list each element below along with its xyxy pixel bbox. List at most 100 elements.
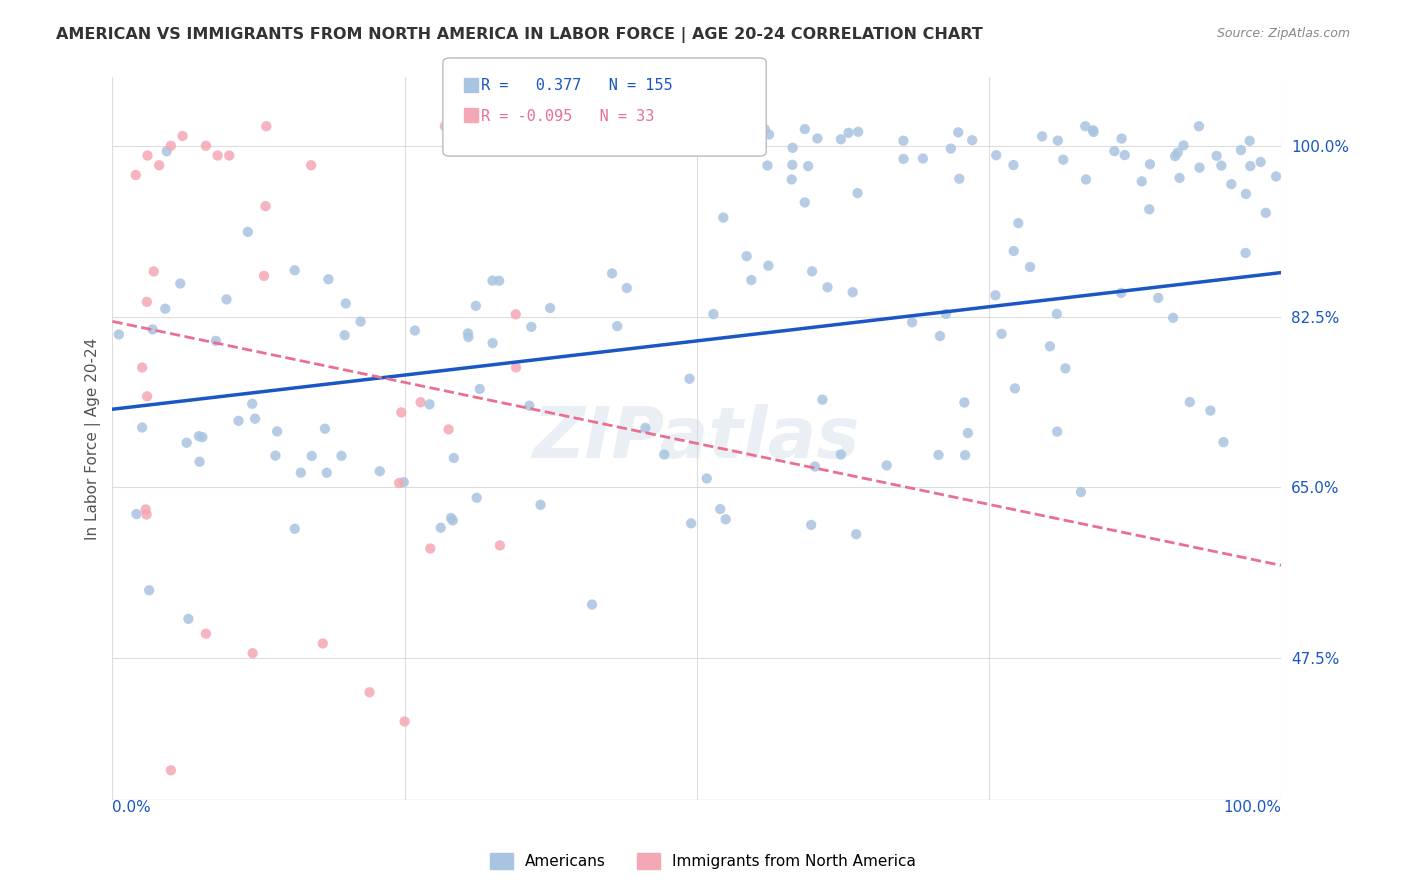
Point (953, 448, 976, 462)
Point (205, 334, 228, 348)
Point (1173, 138, 1195, 153)
Point (797, 159, 820, 173)
Point (740, 273, 762, 287)
Point (1230, 143, 1253, 157)
Point (464, 299, 486, 313)
Point (142, 322, 165, 336)
Point (349, 314, 371, 328)
Point (1139, 157, 1161, 171)
Point (481, 336, 503, 351)
Text: 100.0%: 100.0% (1223, 799, 1281, 814)
Point (1019, 260, 1042, 274)
Point (290, 466, 312, 480)
Point (135, 294, 157, 309)
Point (318, 272, 340, 286)
Point (335, 296, 357, 310)
Point (1164, 149, 1187, 163)
Point (1161, 310, 1184, 325)
Point (419, 397, 441, 411)
Point (440, 511, 463, 525)
Point (368, 464, 391, 478)
Point (392, 475, 415, 490)
Point (1234, 186, 1257, 201)
Point (1188, 120, 1211, 134)
Point (155, 301, 177, 316)
Point (1081, 123, 1104, 137)
Point (754, 122, 776, 136)
Point (948, 125, 970, 139)
Point (756, 259, 779, 273)
Point (1199, 403, 1222, 417)
Point (817, 280, 839, 294)
Point (253, 268, 276, 283)
Point (301, 449, 323, 463)
Point (538, 301, 561, 315)
Point (468, 382, 491, 396)
Point (389, 405, 412, 419)
Point (520, 319, 543, 334)
Point (1130, 174, 1153, 188)
Point (194, 626, 217, 640)
Point (1211, 159, 1233, 173)
Point (782, 141, 804, 155)
Point (125, 507, 148, 521)
Point (1178, 395, 1201, 409)
Point (394, 714, 416, 729)
Point (419, 541, 441, 556)
Point (990, 326, 1012, 341)
Point (228, 414, 250, 428)
Point (1002, 244, 1025, 258)
Point (242, 646, 264, 660)
Text: AMERICAN VS IMMIGRANTS FROM NORTH AMERICA IN LABOR FORCE | AGE 20-24 CORRELATION: AMERICAN VS IMMIGRANTS FROM NORTH AMERIC… (56, 27, 983, 43)
Point (893, 152, 915, 166)
Point (388, 475, 411, 490)
Point (1168, 170, 1191, 185)
Point (1007, 216, 1029, 230)
Point (517, 399, 540, 413)
Point (264, 449, 287, 463)
Point (678, 372, 700, 386)
Point (108, 327, 131, 342)
Point (634, 421, 657, 435)
Point (801, 264, 824, 278)
Point (1046, 134, 1069, 148)
Point (928, 448, 950, 462)
Point (1220, 177, 1243, 191)
Point (156, 145, 179, 159)
Point (187, 429, 209, 443)
Point (846, 186, 869, 200)
Point (191, 430, 214, 444)
Point (800, 517, 823, 532)
Point (1212, 435, 1234, 450)
Point (243, 411, 266, 425)
Point (581, 598, 603, 612)
Point (893, 134, 915, 148)
Point (284, 522, 307, 536)
Point (1031, 129, 1053, 144)
Point (299, 158, 322, 172)
Point (652, 448, 675, 462)
Point (935, 307, 957, 321)
Point (529, 498, 551, 512)
Point (489, 538, 512, 552)
Point (148, 158, 170, 172)
Point (681, 516, 703, 531)
Point (960, 133, 983, 147)
Point (837, 126, 859, 140)
Point (254, 120, 277, 134)
Point (901, 315, 924, 329)
Point (555, 120, 578, 134)
Point (1074, 172, 1097, 186)
Point (443, 450, 465, 465)
Point (236, 225, 259, 239)
Point (846, 125, 869, 139)
Point (314, 422, 336, 436)
Point (131, 420, 153, 434)
Point (1137, 202, 1160, 217)
Point (709, 502, 731, 516)
Point (465, 491, 488, 505)
Point (136, 148, 159, 162)
Point (1239, 134, 1261, 148)
Point (457, 326, 479, 341)
Point (1205, 149, 1227, 163)
